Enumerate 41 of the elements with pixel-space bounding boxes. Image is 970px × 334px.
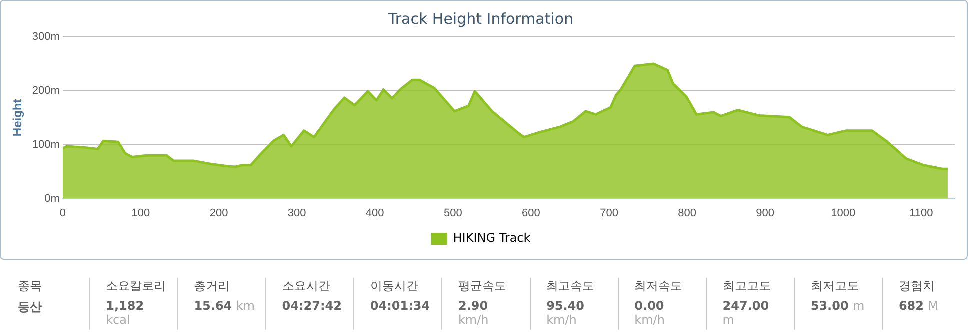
text: 04:27:42	[282, 299, 343, 313]
x-tick-label: 800	[678, 207, 696, 220]
x-tick-label: 400	[366, 207, 384, 220]
text: 경험치	[898, 278, 936, 295]
text: 2.90 km/h	[458, 299, 490, 327]
text: 등산	[18, 299, 43, 316]
text: 0.00 km/h	[634, 299, 666, 327]
text: 소요시간	[282, 278, 332, 295]
x-tick-label: 900	[756, 207, 775, 220]
text: 최저속도	[634, 278, 684, 295]
x-tick-label: 700	[600, 207, 618, 220]
x-tick-label: 600	[522, 207, 540, 220]
text: 53.00 m	[810, 299, 866, 313]
x-tick-label: 300	[288, 207, 306, 220]
text: 95.40 km/h	[546, 299, 586, 327]
text: 1,182 kcal	[106, 299, 146, 327]
text: 최저고도	[810, 278, 860, 295]
y-tick-label: 100m	[32, 138, 60, 151]
legend-label: HIKING Track	[453, 231, 531, 246]
text: 최고속도	[546, 278, 596, 295]
text: 소요칼로리	[106, 278, 168, 295]
text: 04:01:34	[370, 299, 432, 313]
x-tick-label: 1000	[831, 207, 856, 220]
y-tick-label: 200m	[32, 84, 60, 97]
text: 15.64 km	[194, 299, 256, 313]
x-tick-label: 200	[210, 207, 228, 220]
text: 총거리	[194, 278, 232, 295]
text: 이동시간	[370, 278, 420, 295]
text: 247.00 m	[722, 299, 770, 327]
text: 최고고도	[722, 278, 772, 295]
chart-title: Track Height Information	[387, 10, 574, 28]
y-tick-label: 0m	[44, 192, 60, 205]
text: 평균속도	[458, 278, 508, 295]
text: 종목	[18, 278, 43, 295]
x-tick-label: 100	[132, 207, 150, 220]
y-axis-title: Height	[10, 99, 25, 137]
x-tick-label: 1100	[910, 207, 934, 220]
y-tick-label: 300m	[32, 31, 60, 44]
x-tick-label: 0	[60, 207, 66, 220]
x-tick-label: 500	[444, 207, 462, 220]
text: 682 M	[898, 299, 940, 313]
